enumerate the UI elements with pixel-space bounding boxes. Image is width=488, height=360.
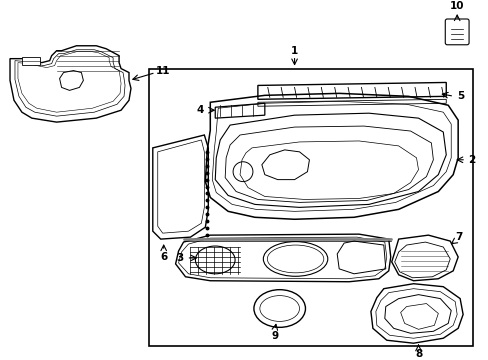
Text: 2: 2 bbox=[468, 155, 475, 165]
Bar bbox=[148, 68, 472, 346]
Text: 8: 8 bbox=[414, 349, 421, 359]
Text: 5: 5 bbox=[457, 91, 464, 101]
Text: 7: 7 bbox=[454, 232, 462, 242]
FancyBboxPatch shape bbox=[445, 19, 468, 45]
Text: 10: 10 bbox=[449, 1, 464, 11]
Text: 11: 11 bbox=[155, 66, 170, 76]
Text: 9: 9 bbox=[271, 331, 278, 341]
Bar bbox=[22, 57, 40, 64]
Text: 4: 4 bbox=[196, 105, 203, 115]
Text: 3: 3 bbox=[176, 253, 183, 263]
Text: 6: 6 bbox=[160, 252, 167, 262]
Text: 1: 1 bbox=[290, 46, 298, 56]
